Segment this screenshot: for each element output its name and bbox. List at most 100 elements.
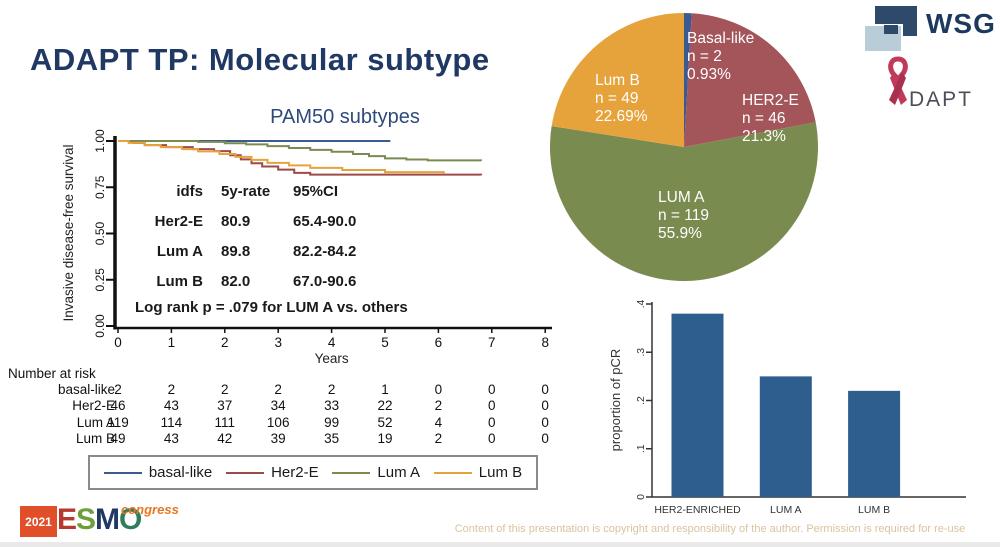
km-x-tick-label: 1 [168,335,176,350]
risk-row-label: Lum B [75,430,115,446]
pcr-bar-chart: 0 .1 .2 .3 .4 proportion of pCR HER2-ENRICHED L… [608,299,966,516]
risk-cell: 35 [324,430,340,446]
km-stats-cell: 80.9 [221,212,251,230]
risk-table-title: Number at risk [8,366,96,381]
adapt-ribbon-icon [888,56,908,105]
risk-cell: 19 [377,430,393,446]
km-stats-cell: Her2-E [154,212,203,230]
km-curve-Lum A [118,140,483,162]
pie-slice-label: Basal-like n = 2 0.93% [687,30,754,83]
risk-cell: 0 [541,382,549,397]
pie-slice-LUM A [550,122,818,281]
risk-cell: 1 [381,382,389,397]
risk-cell: 52 [377,414,393,430]
risk-cell: 46 [110,398,126,414]
km-stats-cell: 67.0-90.6 [293,272,357,290]
risk-cell: 22 [377,398,393,414]
wsg-logo-text: WSG [926,8,996,39]
km-stats-header-cell: 5y-rate [221,182,271,200]
legend-label: Her2-E [271,464,319,481]
number-at-risk-table: Number at risk basal-like 2 2 2 2 2 1 0 0 0 Her2-E 4… [0,366,580,456]
risk-cell: 2 [221,382,229,397]
km-stats-cell: Lum A [156,242,203,260]
esmo-letter: O [119,503,142,536]
legend-line-swatch [103,471,142,474]
km-stats-row: Lum A 89.8 82.2-84.2 [135,236,431,266]
legend-item-Her2-E: Her2-E [226,464,319,481]
risk-cell: 37 [217,398,233,414]
bar-category-label: HER2-ENRICHED [654,504,741,516]
bottom-edge [0,542,1000,547]
legend-label: Lum A [377,464,420,481]
risk-cell: 2 [434,430,443,446]
km-y-tick-label: 0.00 [93,314,107,338]
legend-label: basal-like [148,464,213,481]
km-logrank-note: Log rank p = .079 for LUM A vs. others [135,299,408,316]
pie-slice-HER2-E [684,13,816,147]
km-x-axis-label: Years [315,351,349,366]
legend-item-Lum A: Lum A [332,464,420,481]
km-stats-header-cell: 95%CI [293,182,339,200]
km-stats-table: idfs 5y-rate 95%CI Her2-E 80.9 65.4-90.0 Lum A… [135,176,431,325]
km-x-tick-label: 0 [114,335,122,350]
risk-cell: 0 [488,414,496,430]
bar-LUM B [848,390,901,497]
risk-row-label: Her2-E [72,398,115,414]
risk-row-label: Lum A [76,414,115,430]
km-plot-title: PAM50 subtypes [270,106,420,128]
risk-cell: 99 [324,414,340,430]
risk-cell: 114 [160,414,183,430]
esmo-letter: M [95,503,120,536]
km-x-tick-label: 4 [328,335,336,350]
bar-y-tick-label: .3 [635,348,647,357]
km-stats-header-cell: idfs [176,182,203,200]
bar-HER2-ENRICHED [671,313,724,497]
km-x-tick-label: 6 [435,335,443,350]
wsg-logo-icon [863,6,917,53]
bar-y-axis-label: proportion of pCR [608,349,623,452]
bar-category-label: LUM B [858,504,890,516]
risk-cell: 0 [541,430,549,446]
km-stats-row: Lum B 82.0 67.0-90.6 [135,266,431,296]
km-stats-row: Her2-E 80.9 65.4-90.0 [135,206,431,236]
risk-cell: 49 [110,430,126,446]
km-curve-Lum B [118,140,445,174]
risk-cell: 2 [274,382,282,397]
risk-cell: 2 [327,382,336,397]
km-y-tick-label: 1.00 [93,129,107,153]
km-x-tick-label: 7 [488,335,496,350]
km-survival-plot: 0.00 0.25 0.50 0.75 1.00 Invasive disease-fre… [61,129,552,366]
risk-cell: 2 [114,382,122,397]
pie-slice-Basal-like [684,13,692,147]
risk-cell: 43 [163,430,179,446]
km-x-tick-label: 3 [274,335,282,350]
km-legend: basal-like Her2-E Lum A Lum B [88,455,538,490]
risk-cell: 111 [214,414,236,430]
km-x-tick-label: 5 [381,335,389,350]
km-x-tick-label: 8 [541,335,549,350]
copyright-footer: Content of this presentation is copyrigh… [454,523,966,535]
wsg-logo: WSG [862,4,996,56]
risk-cell: 0 [434,382,443,397]
km-y-tick-label: 0.75 [93,175,107,199]
adapt-logo-text: DAPT [909,88,974,111]
bar-category-label: LUM A [770,504,802,516]
legend-line-swatch [332,471,371,474]
bar-y-tick-label: 0 [635,494,647,500]
esmo-year-badge: 2021 [20,506,57,537]
risk-row-label: basal-like [57,382,115,397]
esmo-letter: E [57,503,77,536]
risk-cell: 0 [488,382,496,397]
risk-cell: 4 [434,414,443,430]
km-stats-cell: 89.8 [221,242,251,260]
legend-item-basal-like: basal-like [103,464,213,481]
risk-cell: 119 [107,414,129,430]
esmo-letter: S [76,503,96,536]
km-stats-cell: 82.0 [221,272,251,290]
pam50-pie-chart: Basal-like n = 2 0.93% HER2-E n = 46 21.3% LUM… [550,13,818,281]
legend-line-swatch [433,471,472,474]
km-y-tick-label: 0.25 [93,268,107,292]
risk-cell: 0 [488,398,496,414]
